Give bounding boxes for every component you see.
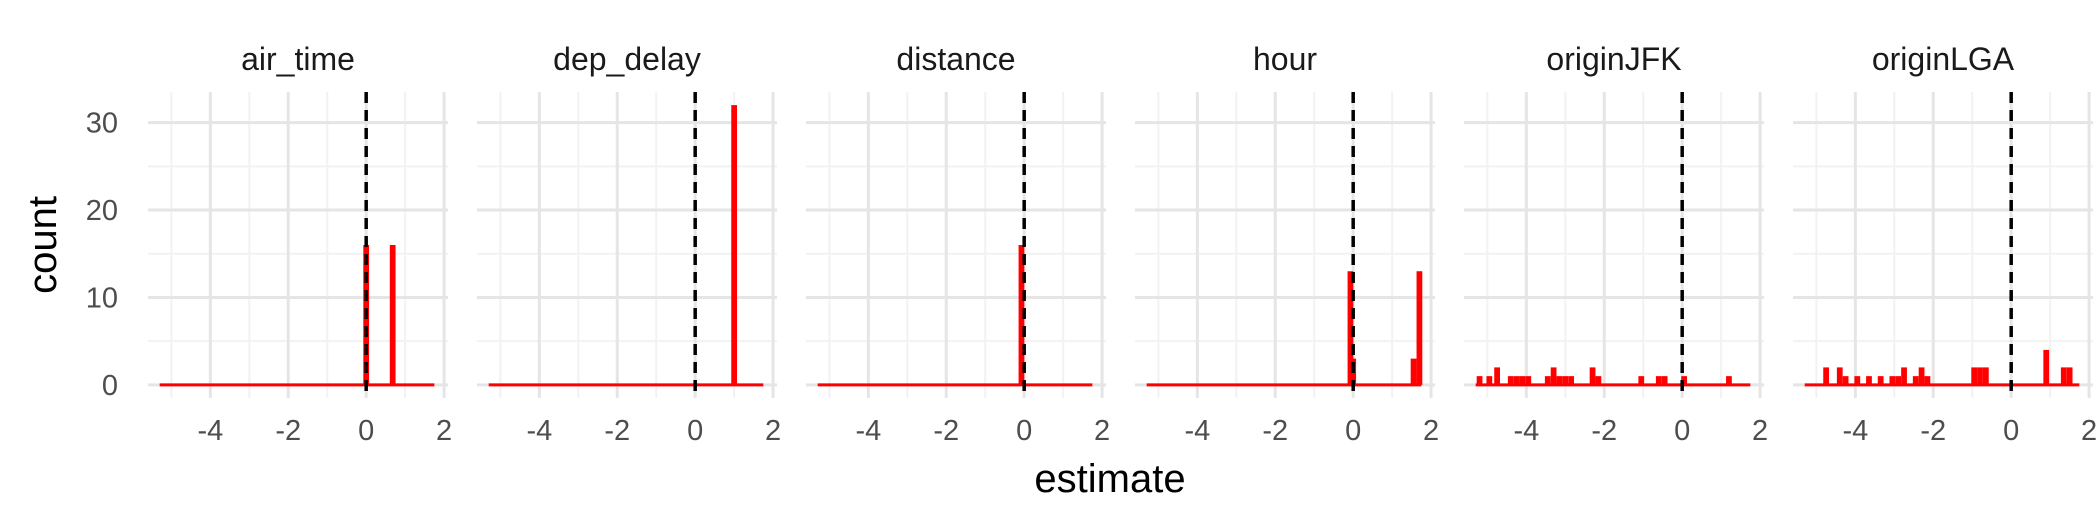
x-tick-label: -4 — [526, 415, 552, 447]
facet-title: distance — [896, 41, 1015, 77]
histogram-bar — [731, 105, 738, 385]
x-tick-label: 0 — [1345, 415, 1361, 447]
histogram-bar — [1901, 367, 1907, 385]
histogram-bar — [1681, 376, 1688, 385]
x-tick-label: 2 — [1752, 415, 1768, 447]
x-tick-label: -2 — [275, 415, 301, 447]
histogram-bar — [1416, 271, 1423, 385]
facet-title: hour — [1253, 41, 1317, 77]
histogram-bar — [1924, 376, 1931, 385]
x-axis-title: estimate — [1034, 457, 1185, 501]
histogram-bar — [1595, 376, 1602, 385]
x-tick-label: 0 — [687, 415, 703, 447]
histogram-bar — [1018, 245, 1025, 385]
histogram-bar — [1866, 376, 1872, 385]
histogram-bar — [1556, 376, 1563, 385]
y-tick-label: 0 — [102, 370, 118, 402]
histogram-bar — [2066, 367, 2073, 385]
x-tick-label: 0 — [2003, 415, 2019, 447]
facet-panel-air_time: air_time -4 -2 0 2 — [148, 41, 452, 447]
histogram-bar — [1513, 376, 1520, 385]
histogram-bar — [1982, 367, 1989, 385]
facet-panel-hour: hour -4 -2 0 2 — [1135, 41, 1439, 447]
histogram-bar — [1836, 367, 1843, 385]
y-axis-title: count — [21, 196, 65, 294]
histogram-bar — [1562, 376, 1569, 385]
histogram-bar — [1971, 367, 1978, 385]
histogram-bar — [1823, 367, 1829, 385]
histogram-bar — [1525, 376, 1532, 385]
y-tick-label: 30 — [86, 108, 118, 140]
x-tick-label: -2 — [604, 415, 630, 447]
histogram-bar — [1544, 376, 1551, 385]
x-tick-label: 2 — [765, 415, 781, 447]
histogram-bar — [1568, 376, 1575, 385]
histogram-bar — [2043, 349, 2050, 385]
x-tick-label: 0 — [1016, 415, 1032, 447]
histogram-bar — [1895, 376, 1902, 385]
x-tick-label: 2 — [1423, 415, 1439, 447]
x-tick-label: -4 — [1842, 415, 1868, 447]
x-tick-label: -4 — [197, 415, 223, 447]
facet-panel-originJFK: originJFK -4 -2 0 2 — [1464, 41, 1768, 447]
histogram-bar — [1854, 376, 1861, 385]
histogram-bar — [1655, 376, 1662, 385]
histogram-bar — [1486, 376, 1493, 385]
histogram-bar — [1918, 367, 1925, 385]
x-tick-label: 0 — [358, 415, 374, 447]
histogram-bar — [1347, 271, 1354, 385]
histogram-bar — [1550, 367, 1557, 385]
x-tick-label: -2 — [933, 415, 959, 447]
histogram-bar — [389, 245, 396, 385]
histogram-bar — [1912, 376, 1919, 385]
facet-panel-distance: distance -4 -2 0 2 — [806, 41, 1110, 447]
x-tick-label: -4 — [1184, 415, 1210, 447]
x-tick-label: -2 — [1262, 415, 1288, 447]
x-tick-label: -2 — [1591, 415, 1617, 447]
y-tick-label: 20 — [86, 195, 118, 227]
x-tick-label: -4 — [1513, 415, 1539, 447]
x-tick-label: 2 — [2081, 415, 2097, 447]
histogram-bar — [1494, 367, 1500, 385]
x-tick-label: 2 — [1094, 415, 1110, 447]
histogram-bar — [1476, 376, 1483, 385]
histogram-bar — [1889, 376, 1896, 385]
histogram-bar — [1877, 376, 1884, 385]
histogram-bar — [2060, 367, 2067, 385]
y-tick-label: 10 — [86, 282, 118, 314]
facet-title: originLGA — [1872, 41, 2015, 77]
facet-panel-dep_delay: dep_delay -4 -2 0 2 — [477, 41, 781, 447]
histogram-bar — [1842, 376, 1849, 385]
facet-title: dep_delay — [553, 41, 701, 77]
histogram-bar — [1638, 376, 1645, 385]
facet-title: originJFK — [1546, 41, 1681, 77]
x-tick-label: 2 — [436, 415, 452, 447]
histogram-bar — [1726, 376, 1732, 385]
histogram-bar — [1410, 358, 1417, 385]
histogram-bar — [1977, 367, 1983, 385]
histogram-bar — [1507, 376, 1514, 385]
facet-panel-originLGA: originLGA -4 -2 0 2 — [1793, 41, 2097, 447]
histogram-bar — [1519, 376, 1526, 385]
histogram-bar — [1661, 376, 1668, 385]
x-tick-label: -2 — [1920, 415, 1946, 447]
x-tick-label: -4 — [855, 415, 881, 447]
histogram-bar — [1589, 367, 1596, 385]
x-tick-label: 0 — [1674, 415, 1690, 447]
facet-title: air_time — [241, 41, 355, 77]
